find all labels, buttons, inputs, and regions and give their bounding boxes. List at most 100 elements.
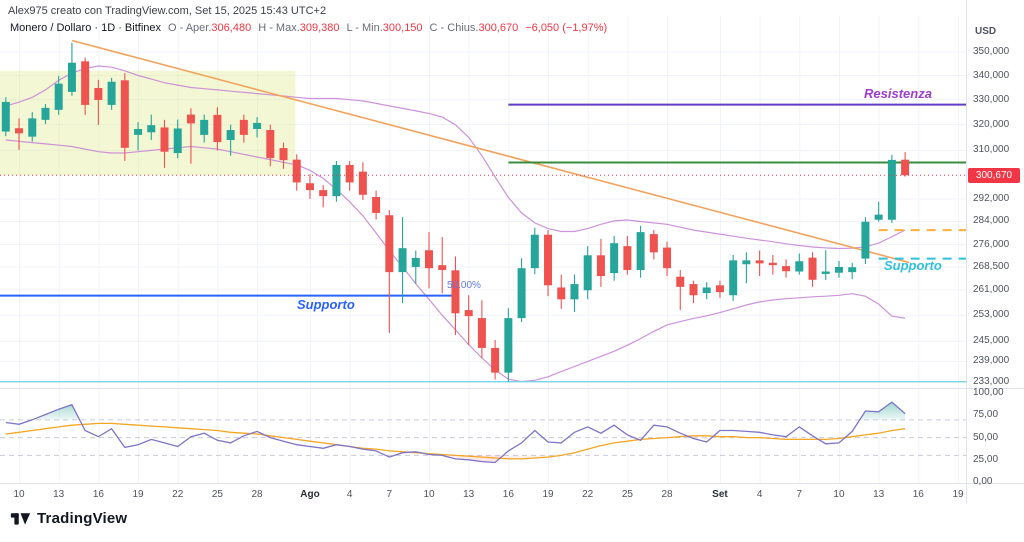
time-tick-label: 16 — [92, 489, 104, 500]
ohlc-values: O - Aper.306,480 H - Max.309,380 L - Min.3… — [161, 22, 607, 34]
rsi-ma-line — [5, 422, 906, 460]
time-tick-label: Set — [712, 489, 728, 500]
resistenza-label[interactable]: Resistenza — [864, 86, 932, 101]
time-tick-label: 7 — [796, 489, 803, 500]
candle-body — [795, 261, 804, 272]
candle-body — [54, 83, 63, 110]
candle-body — [372, 196, 381, 213]
candle-body — [239, 119, 248, 135]
time-tick-label: 10 — [423, 489, 435, 500]
candle-body — [398, 248, 407, 273]
candle-body — [610, 243, 619, 274]
time-tick-label: 13 — [53, 489, 65, 500]
candle-body — [742, 260, 751, 265]
price-tick-label: 320,000 — [973, 118, 1010, 130]
candle-body — [200, 119, 209, 135]
candle-body — [689, 284, 698, 296]
supporto-cyan-label[interactable]: Supporto — [884, 258, 942, 273]
rsi-tick-label: 75,00 — [973, 409, 999, 421]
candle-body — [755, 260, 764, 264]
price-tick-label: 350,000 — [973, 46, 1010, 57]
ohlc-label: C - Chius. — [429, 22, 479, 34]
candle-body — [504, 318, 513, 373]
supporto-blue-label[interactable]: Supporto — [297, 297, 355, 312]
candle-body — [834, 266, 843, 273]
time-tick-label: 28 — [251, 489, 263, 500]
candle-body — [358, 171, 367, 195]
candle-body — [848, 267, 857, 273]
candle-body — [702, 287, 711, 294]
price-tick-label: 268,500 — [973, 260, 1010, 272]
candle-body — [94, 88, 103, 100]
rsi-tick-label: 25,00 — [973, 453, 999, 465]
pane-separator[interactable] — [0, 388, 1024, 389]
ohlc-value: 306,480 — [211, 22, 252, 34]
tradingview-logo-text: TradingView — [37, 510, 128, 527]
candle-body — [266, 130, 275, 159]
price-tick-label: 253,000 — [973, 309, 1010, 321]
price-tick-label: 245,000 — [973, 335, 1010, 347]
candle-body — [319, 190, 328, 197]
candle-body — [901, 159, 910, 176]
candle-body — [160, 127, 169, 152]
candle-body — [173, 128, 182, 154]
candle-body — [15, 128, 24, 134]
price-change: −6,050 (−1,97%) — [525, 22, 608, 34]
time-tick-label: 28 — [661, 489, 673, 500]
candle-body — [253, 122, 262, 129]
price-axis-separator — [966, 0, 967, 504]
candle-body — [464, 310, 473, 317]
ohlc-value: 309,380 — [299, 22, 340, 34]
candle-body — [676, 276, 685, 287]
time-tick-label: 4 — [756, 489, 763, 500]
candle-body — [544, 234, 553, 286]
fib-level-label[interactable]: 50.00% — [447, 280, 481, 291]
time-tick-label: 19 — [952, 489, 964, 500]
tradingview-logo[interactable]: TradingView — [10, 508, 127, 529]
symbol-legend[interactable]: Monero / Dollaro · 1D · Bitfinex O - Aper… — [10, 22, 607, 34]
candle-body — [411, 257, 420, 267]
price-tick-label: 261,000 — [973, 283, 1010, 295]
candle-body — [332, 164, 341, 197]
candle-body — [623, 246, 632, 271]
candle-body — [1, 101, 10, 132]
watermark: Alex975 creato con TradingView.com, Set … — [8, 5, 327, 17]
time-tick-label: 13 — [463, 489, 475, 500]
time-axis-separator — [0, 483, 1024, 484]
candle-body — [279, 148, 288, 161]
candle-body — [186, 114, 195, 124]
last-price-badge: 300,670 — [968, 167, 1020, 183]
candle-body — [134, 128, 143, 135]
highlight-zone[interactable] — [0, 70, 296, 176]
candle-body — [305, 183, 314, 191]
candle-body — [491, 347, 500, 373]
candle-body — [583, 255, 592, 291]
candle-body — [120, 80, 129, 148]
time-tick-label: 25 — [621, 489, 633, 500]
candle-body — [438, 265, 447, 271]
time-tick-label: 10 — [13, 489, 25, 500]
price-tick-label: 310,000 — [973, 144, 1010, 156]
price-tick-label: 330,000 — [973, 93, 1010, 105]
ohlc-value: 300,150 — [382, 22, 423, 34]
tradingview-logo-icon — [10, 513, 31, 525]
candle-body — [808, 257, 817, 280]
candle-body — [385, 215, 394, 273]
rsi-tick-label: 100,00 — [973, 387, 1004, 399]
bollinger-upper-band — [5, 65, 906, 250]
candle-body — [292, 159, 301, 183]
price-tick-label: 284,000 — [973, 215, 1010, 227]
candle-body — [451, 270, 460, 314]
candle-body — [570, 284, 579, 300]
candle-body — [557, 287, 566, 300]
price-tick-label: 340,000 — [973, 69, 1010, 81]
candle-body — [517, 268, 526, 319]
time-tick-label: 22 — [582, 489, 594, 500]
descending-trendline[interactable] — [71, 39, 910, 264]
candle-body — [425, 250, 433, 269]
candle-body — [28, 118, 37, 137]
candle-body — [874, 214, 883, 220]
ohlc-label: L - Min. — [346, 22, 383, 34]
ohlc-value: 300,670 — [478, 22, 519, 34]
